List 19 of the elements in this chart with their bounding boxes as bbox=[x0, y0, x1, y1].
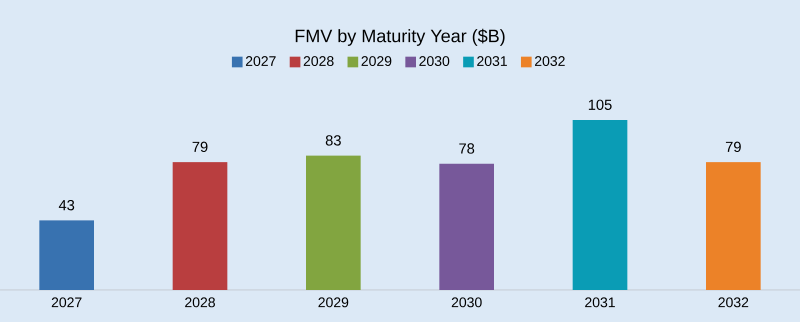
data-label: 78 bbox=[459, 143, 474, 154]
x-tick-label: 2030 bbox=[452, 297, 482, 308]
data-label: 79 bbox=[192, 142, 208, 152]
x-tick-label: 2032 bbox=[718, 297, 748, 308]
x-tick-label: 2027 bbox=[52, 297, 82, 308]
legend-label: 2028 bbox=[304, 56, 334, 66]
data-label: 83 bbox=[326, 135, 341, 146]
data-label: 79 bbox=[726, 142, 741, 152]
legend-label: 2031 bbox=[477, 56, 507, 66]
legend-label: 2032 bbox=[535, 56, 565, 66]
legend-label: 2029 bbox=[362, 56, 392, 66]
data-label: 105 bbox=[588, 100, 612, 110]
x-tick-label: 2029 bbox=[318, 297, 348, 308]
chart-title: FMV by Maturity Year ($B) bbox=[296, 28, 505, 46]
legend-label: 2027 bbox=[246, 56, 276, 66]
x-tick-label: 2028 bbox=[185, 297, 215, 308]
data-label: 43 bbox=[58, 200, 74, 210]
legend-label: 2030 bbox=[419, 56, 450, 66]
x-tick-label: 2031 bbox=[585, 297, 615, 308]
